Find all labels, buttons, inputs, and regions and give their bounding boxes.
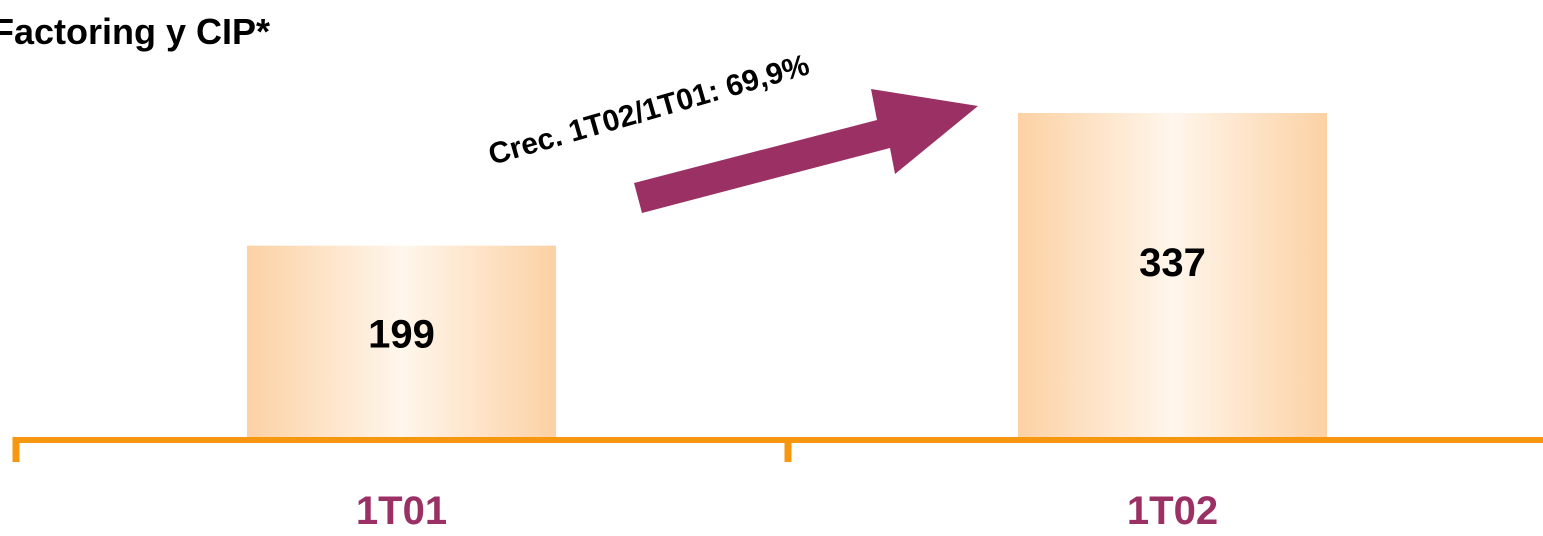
bars: 199 337	[247, 113, 1327, 437]
growth-arrow	[634, 89, 978, 213]
category-label-1t02: 1T02	[1127, 489, 1218, 533]
bar-1t02	[1018, 113, 1327, 437]
category-labels: 1T01 1T02	[356, 489, 1218, 533]
x-axis	[12, 437, 1543, 462]
bar-1t01	[247, 245, 556, 437]
category-label-1t01: 1T01	[356, 489, 447, 533]
data-label: 337	[1139, 241, 1206, 285]
growth-arrow-shape	[634, 89, 978, 213]
data-label: 199	[368, 313, 435, 357]
chart-title: Factoring y CIP*	[0, 11, 270, 52]
